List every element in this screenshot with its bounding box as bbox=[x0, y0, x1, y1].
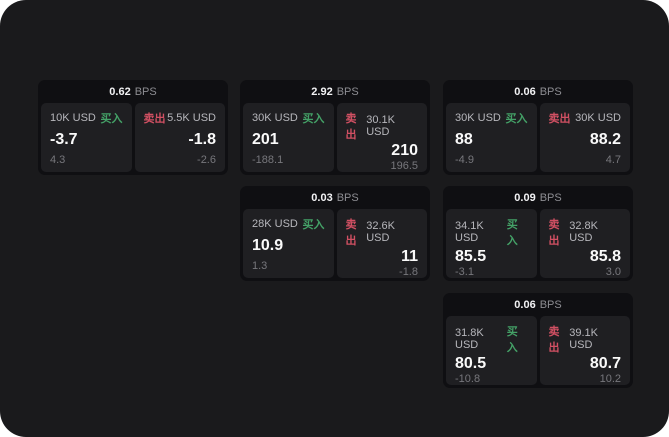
buy-sub-value: -188.1 bbox=[252, 154, 284, 166]
buy-side-label: 买入 bbox=[100, 113, 123, 125]
quote-tiles: 10K USD 买入 -3.7 4.3 卖出 5.5K USD -1.8 -2.… bbox=[41, 103, 225, 172]
buy-amount: 34.1K USD bbox=[455, 220, 484, 244]
sell-price: 80.7 bbox=[589, 355, 621, 372]
buy-sub-value: -10.8 bbox=[455, 373, 481, 385]
buy-price: 80.5 bbox=[455, 355, 487, 372]
sell-amount: 32.6K USD bbox=[366, 220, 395, 244]
buy-sub-value: -4.9 bbox=[455, 154, 474, 166]
buy-tile[interactable]: 34.1K USD 买入 85.5 -3.1 bbox=[446, 209, 537, 278]
sell-amount: 30K USD bbox=[575, 112, 621, 124]
sell-tile[interactable]: 卖出 32.8K USD 85.8 3.0 bbox=[539, 209, 630, 278]
quote-tiles: 30K USD 买入 88 -4.9 卖出 30K USD 88.2 4.7 bbox=[446, 103, 630, 172]
sell-amount: 32.8K USD bbox=[569, 220, 598, 244]
sell-amount: 39.1K USD bbox=[569, 327, 598, 351]
sell-tile[interactable]: 卖出 30K USD 88.2 4.7 bbox=[539, 103, 630, 172]
spread-unit-label: BPS bbox=[336, 85, 359, 98]
sell-side-label: 卖出 bbox=[143, 113, 166, 125]
quote-tiles: 30K USD 买入 201 -188.1 卖出 30.1K USD 210 1… bbox=[243, 103, 427, 172]
buy-side-label: 买入 bbox=[506, 219, 518, 247]
quote-card-1: 0.62 BPS 10K USD 买入 -3.7 4.3 卖出 5.5K USD… bbox=[38, 80, 228, 175]
spread-value: 0.06 bbox=[514, 298, 536, 311]
quote-card-6: 0.06 BPS 31.8K USD 买入 80.5 -10.8 卖出 39.1… bbox=[443, 293, 633, 388]
sell-amount: 30.1K USD bbox=[366, 114, 395, 138]
sell-price: 11 bbox=[401, 248, 418, 265]
spread-header: 2.92 BPS bbox=[243, 80, 427, 103]
buy-sub-value: 4.3 bbox=[50, 154, 66, 166]
buy-amount: 28K USD bbox=[252, 218, 298, 230]
sell-price: 88.2 bbox=[589, 131, 621, 148]
spread-value: 0.62 bbox=[109, 85, 131, 98]
spread-header: 0.06 BPS bbox=[446, 293, 630, 316]
sell-tile[interactable]: 卖出 32.6K USD 11 -1.8 bbox=[336, 209, 427, 278]
buy-amount: 30K USD bbox=[455, 112, 501, 124]
quote-card-3: 0.06 BPS 30K USD 买入 88 -4.9 卖出 30K USD 8… bbox=[443, 80, 633, 175]
buy-tile[interactable]: 30K USD 买入 88 -4.9 bbox=[446, 103, 537, 172]
sell-sub-value: 10.2 bbox=[599, 373, 621, 385]
buy-price: 85.5 bbox=[455, 248, 487, 265]
quote-card-2: 2.92 BPS 30K USD 买入 201 -188.1 卖出 30.1K … bbox=[240, 80, 430, 175]
buy-side-label: 买入 bbox=[302, 219, 325, 231]
sell-sub-value: 3.0 bbox=[605, 266, 621, 278]
buy-side-label: 买入 bbox=[505, 113, 528, 125]
quote-card-4: 0.03 BPS 28K USD 买入 10.9 1.3 卖出 32.6K US… bbox=[240, 186, 430, 281]
buy-price: 10.9 bbox=[252, 237, 284, 254]
sell-side-label: 卖出 bbox=[345, 219, 357, 247]
sell-tile[interactable]: 卖出 39.1K USD 80.7 10.2 bbox=[539, 316, 630, 385]
buy-tile[interactable]: 10K USD 买入 -3.7 4.3 bbox=[41, 103, 132, 172]
spread-unit-label: BPS bbox=[336, 191, 359, 204]
spread-header: 0.09 BPS bbox=[446, 186, 630, 209]
spread-unit-label: BPS bbox=[539, 85, 562, 98]
sell-price: 85.8 bbox=[589, 248, 621, 265]
spread-unit-label: BPS bbox=[539, 191, 562, 204]
buy-price: 201 bbox=[252, 131, 279, 148]
buy-amount: 31.8K USD bbox=[455, 327, 484, 351]
sell-sub-value: 196.5 bbox=[390, 160, 418, 172]
spread-header: 0.03 BPS bbox=[243, 186, 427, 209]
buy-price: -3.7 bbox=[50, 131, 78, 148]
sell-side-label: 卖出 bbox=[345, 113, 357, 141]
quote-tiles: 31.8K USD 买入 80.5 -10.8 卖出 39.1K USD 80.… bbox=[446, 316, 630, 385]
spread-value: 0.06 bbox=[514, 85, 536, 98]
spread-unit-label: BPS bbox=[539, 298, 562, 311]
sell-sub-value: -2.6 bbox=[197, 154, 216, 166]
sell-price: -1.8 bbox=[188, 131, 216, 148]
buy-amount: 10K USD bbox=[50, 112, 96, 124]
spread-value: 0.03 bbox=[311, 191, 333, 204]
buy-price: 88 bbox=[455, 131, 473, 148]
sell-sub-value: 4.7 bbox=[605, 154, 621, 166]
spread-header: 0.62 BPS bbox=[41, 80, 225, 103]
sell-tile[interactable]: 卖出 30.1K USD 210 196.5 bbox=[336, 103, 427, 172]
buy-side-label: 买入 bbox=[302, 113, 325, 125]
quote-card-5: 0.09 BPS 34.1K USD 买入 85.5 -3.1 卖出 32.8K… bbox=[443, 186, 633, 281]
sell-tile[interactable]: 卖出 5.5K USD -1.8 -2.6 bbox=[134, 103, 225, 172]
spread-value: 2.92 bbox=[311, 85, 333, 98]
quote-tiles: 34.1K USD 买入 85.5 -3.1 卖出 32.8K USD 85.8… bbox=[446, 209, 630, 278]
spread-value: 0.09 bbox=[514, 191, 536, 204]
buy-sub-value: 1.3 bbox=[252, 260, 268, 272]
sell-amount: 5.5K USD bbox=[167, 112, 216, 124]
spread-header: 0.06 BPS bbox=[446, 80, 630, 103]
buy-side-label: 买入 bbox=[506, 326, 518, 354]
buy-amount: 30K USD bbox=[252, 112, 298, 124]
spread-unit-label: BPS bbox=[134, 85, 157, 98]
sell-side-label: 卖出 bbox=[548, 219, 560, 247]
sell-sub-value: -1.8 bbox=[399, 266, 418, 278]
sell-side-label: 卖出 bbox=[548, 113, 571, 125]
buy-tile[interactable]: 28K USD 买入 10.9 1.3 bbox=[243, 209, 334, 278]
quote-tiles: 28K USD 买入 10.9 1.3 卖出 32.6K USD 11 -1.8 bbox=[243, 209, 427, 278]
sell-side-label: 卖出 bbox=[548, 326, 560, 354]
sell-price: 210 bbox=[391, 142, 418, 159]
buy-tile[interactable]: 30K USD 买入 201 -188.1 bbox=[243, 103, 334, 172]
buy-sub-value: -3.1 bbox=[455, 266, 474, 278]
buy-tile[interactable]: 31.8K USD 买入 80.5 -10.8 bbox=[446, 316, 537, 385]
